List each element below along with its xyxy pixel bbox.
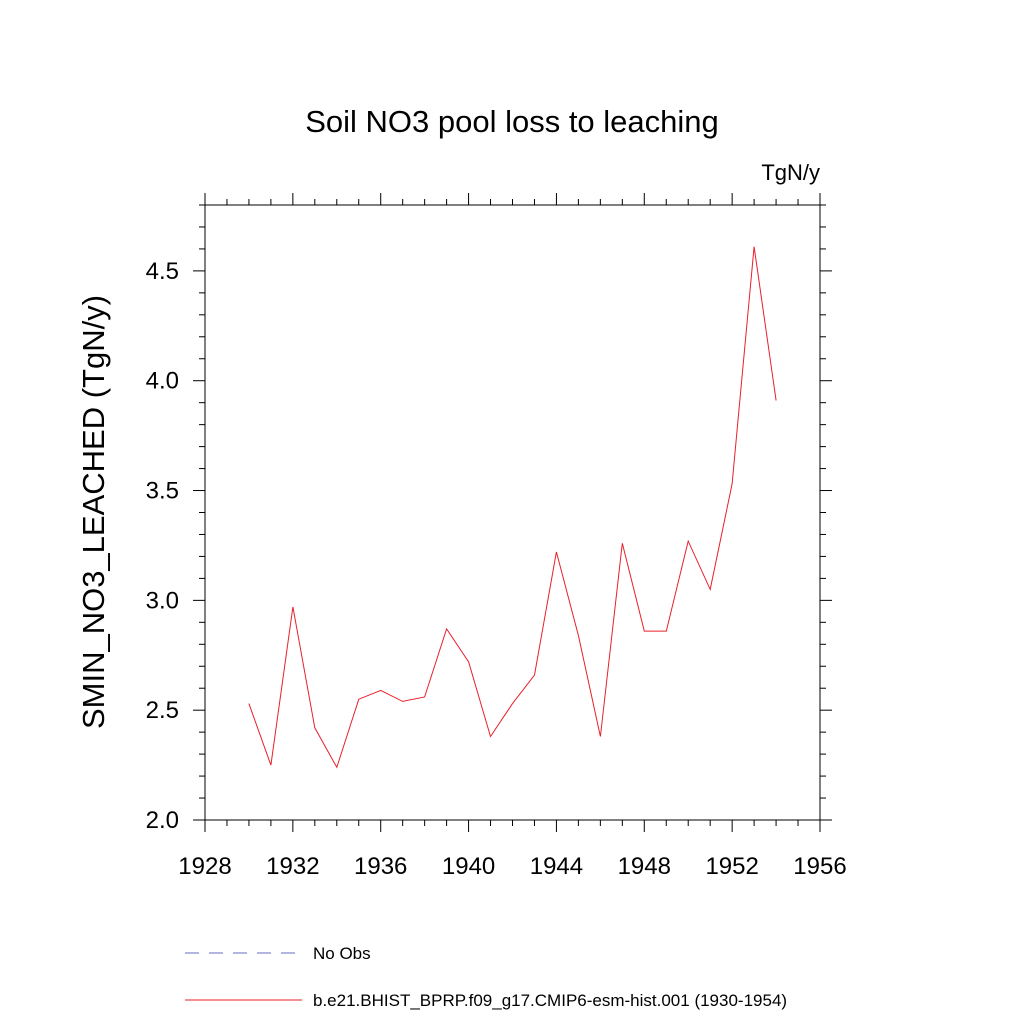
legend: No Obs b.e21.BHIST_BPRP.f09_g17.CMIP6-esm…: [185, 944, 787, 1010]
x-tick-label: 1948: [618, 853, 671, 880]
chart-title: Soil NO3 pool loss to leaching: [305, 104, 719, 139]
x-tick-label: 1952: [705, 853, 758, 880]
x-tick-label: 1928: [178, 853, 231, 880]
units-label: TgN/y: [761, 160, 820, 185]
y-axis-ticks: 2.0 2.5 3.0 3.5 4.0 4.5: [146, 204, 832, 834]
series-line: [248, 246, 777, 769]
x-tick-label: 1940: [442, 853, 495, 880]
plot-frame: [204, 204, 821, 821]
x-tick-label: 1944: [530, 853, 583, 880]
x-axis-ticks: 1928 1932 1936 1940 1944 1948 1952 1956: [178, 193, 847, 880]
x-tick-label: 1936: [354, 853, 407, 880]
y-tick-label: 3.5: [146, 478, 179, 505]
x-tick-label: 1932: [266, 853, 319, 880]
plot-border: [204, 204, 821, 821]
y-tick-label: 4.0: [146, 368, 179, 395]
y-axis-label: SMIN_NO3_LEACHED (TgN/y): [76, 295, 111, 729]
series-group: [248, 246, 777, 769]
x-tick-label: 1956: [793, 853, 846, 880]
legend-label: No Obs: [313, 944, 371, 963]
y-tick-label: 2.0: [146, 807, 179, 834]
y-tick-label: 2.5: [146, 697, 179, 724]
legend-label: b.e21.BHIST_BPRP.f09_g17.CMIP6-esm-hist.…: [313, 991, 787, 1010]
y-tick-label: 4.5: [146, 258, 179, 285]
y-tick-label: 3.0: [146, 587, 179, 614]
